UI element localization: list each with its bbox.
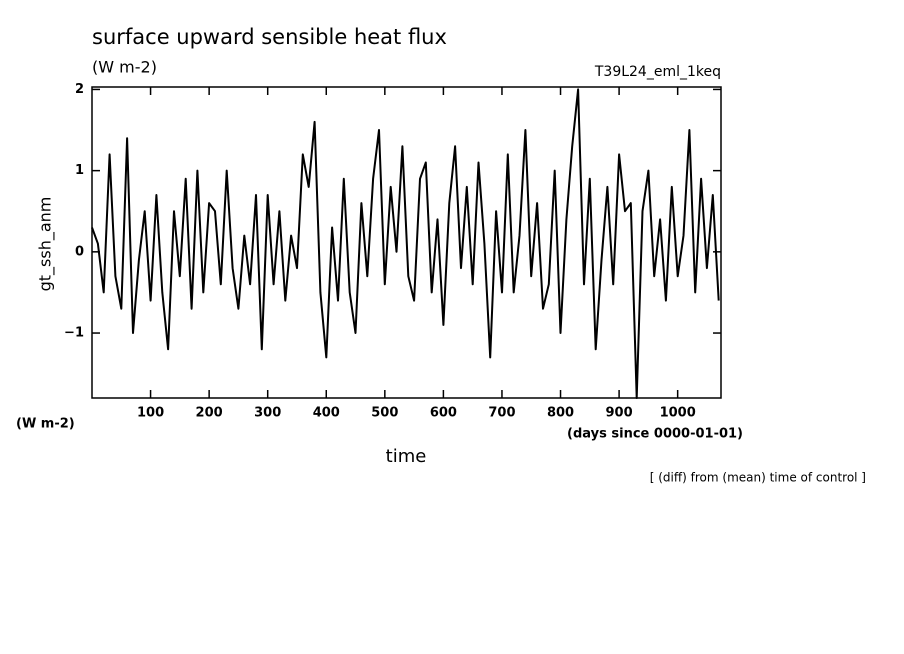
x-axis-label: time — [386, 446, 427, 467]
x-tick-label: 300 — [254, 406, 281, 421]
y-tick-label: 0 — [75, 244, 84, 259]
x-tick-label: 1000 — [660, 406, 696, 421]
x-tick-label: 800 — [547, 406, 574, 421]
x-tick-label: 400 — [313, 406, 340, 421]
chart-title: surface upward sensible heat flux — [92, 25, 447, 49]
y-tick-label: 1 — [75, 163, 84, 178]
run-label: T39L24_eml_1keq — [594, 64, 721, 80]
y-tick-label: −1 — [64, 326, 84, 341]
x-tick-label: 500 — [371, 406, 398, 421]
x-tick-label: 600 — [430, 406, 457, 421]
plot-frame — [91, 86, 722, 399]
x-tick-label: 900 — [606, 406, 633, 421]
y-unit-label: (W m-2) — [16, 417, 75, 432]
x-tick-label: 700 — [488, 406, 515, 421]
x-tick-label: 200 — [196, 406, 223, 421]
note: [ (diff) from (mean) time of control ] — [650, 471, 866, 485]
subtitle: (W m-2) — [92, 58, 157, 77]
x-tick-label: 100 — [137, 406, 164, 421]
y-axis-label: gt_ssh_anm — [36, 197, 56, 292]
y-tick-label: 2 — [75, 82, 84, 97]
data-line — [91, 88, 720, 399]
x-unit-label: (days since 0000-01-01) — [567, 427, 743, 442]
